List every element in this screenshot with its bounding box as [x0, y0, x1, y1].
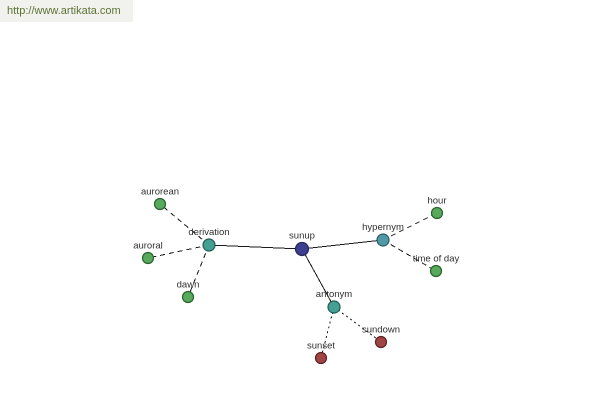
node-sundown[interactable]	[374, 335, 388, 349]
edge-hypernym-hour	[382, 212, 438, 241]
node-aurorean[interactable]	[153, 197, 167, 211]
node-label-sunset: sunset	[307, 341, 335, 352]
node-dawn[interactable]	[181, 290, 195, 304]
node-hypernym[interactable]	[376, 233, 390, 247]
edge-derivation-auroral	[147, 244, 210, 259]
edge-derivation-aurorean	[159, 203, 210, 246]
edge-antonym-sunset	[320, 306, 335, 359]
node-label-time_of_day: time of day	[413, 254, 460, 265]
node-label-dawn: dawn	[177, 280, 200, 291]
node-sunup[interactable]	[294, 241, 310, 257]
edge-derivation-sunup	[208, 244, 303, 250]
node-label-hour: hour	[427, 196, 446, 207]
node-label-aurorean: aurorean	[141, 187, 179, 198]
node-label-sundown: sundown	[362, 325, 400, 336]
edge-sunup-antonym	[301, 248, 335, 308]
node-time_of_day[interactable]	[429, 264, 443, 278]
edge-hypernym-time_of_day	[382, 239, 437, 272]
node-derivation[interactable]	[202, 238, 216, 252]
node-label-hypernym: hypernym	[362, 222, 404, 233]
node-label-sunup: sunup	[289, 231, 315, 242]
node-label-auroral: auroral	[133, 241, 163, 252]
node-auroral[interactable]	[141, 251, 155, 265]
edge-derivation-dawn	[187, 244, 210, 298]
node-label-derivation: derivation	[188, 227, 229, 238]
edge-sunup-hypernym	[301, 239, 384, 250]
node-hour[interactable]	[430, 206, 444, 220]
node-label-antonym: antonym	[316, 289, 353, 300]
url-bar[interactable]: http://www.artikata.com	[0, 0, 133, 22]
node-antonym[interactable]	[327, 300, 341, 314]
node-sunset[interactable]	[314, 351, 328, 365]
